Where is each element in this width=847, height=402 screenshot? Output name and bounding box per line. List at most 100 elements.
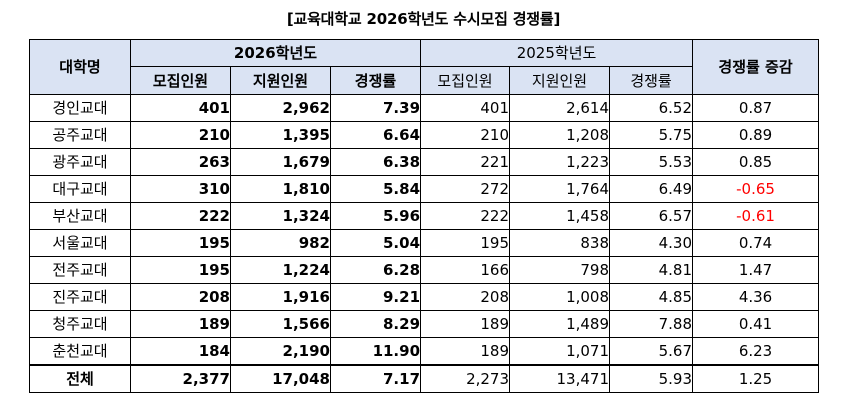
- recruit-2025: 195: [420, 229, 511, 257]
- recruit-2025: 208: [420, 283, 511, 311]
- ratio-2025: 4.81: [609, 256, 694, 284]
- applicants-2025: 2,614: [509, 94, 611, 122]
- rate-change: 0.89: [692, 121, 820, 149]
- header-2026-applicants: 지원인원: [230, 66, 331, 95]
- applicants-2025: 1,223: [509, 148, 611, 176]
- total-applicants-2026: 17,048: [230, 364, 331, 393]
- header-2025-ratio: 경쟁률: [609, 66, 694, 95]
- applicants-2025: 838: [509, 229, 611, 257]
- ratio-2026: 5.96: [329, 202, 422, 230]
- table-row: 경인교대 401 2,962 7.39 401 2,614 6.52 0.87: [29, 94, 820, 122]
- recruit-2026: 189: [130, 310, 231, 338]
- applicants-2026: 982: [230, 229, 331, 257]
- recruit-2026: 222: [130, 202, 231, 230]
- recruit-2026: 195: [130, 256, 231, 284]
- table-row: 공주교대 210 1,395 6.64 210 1,208 5.75 0.89: [29, 121, 820, 149]
- table-row: 부산교대 222 1,324 5.96 222 1,458 6.57 -0.61: [29, 202, 820, 230]
- header-year-2026: 2026학년도: [129, 39, 422, 67]
- recruit-2026: 208: [130, 283, 231, 311]
- recruit-2025: 189: [420, 337, 511, 366]
- applicants-2026: 2,190: [230, 337, 331, 366]
- university-name: 춘천교대: [29, 337, 131, 366]
- ratio-2026: 7.39: [329, 94, 422, 122]
- recruit-2026: 401: [130, 94, 231, 122]
- ratio-2026: 8.29: [329, 310, 422, 338]
- university-name: 진주교대: [29, 283, 131, 311]
- university-name: 대구교대: [29, 175, 131, 203]
- applicants-2025: 1,458: [509, 202, 611, 230]
- rate-change: 0.85: [692, 148, 820, 176]
- ratio-2025: 5.75: [609, 121, 694, 149]
- ratio-2025: 5.53: [609, 148, 694, 176]
- header-2025-recruit: 모집인원: [420, 66, 511, 95]
- ratio-2025: 5.67: [609, 337, 694, 366]
- ratio-2025: 7.88: [609, 310, 694, 338]
- applicants-2025: 1,208: [509, 121, 611, 149]
- total-rate-change: 1.25: [692, 364, 820, 393]
- ratio-2025: 6.49: [609, 175, 694, 203]
- rate-change: 1.47: [692, 256, 820, 284]
- header-2026-recruit: 모집인원: [130, 66, 231, 95]
- applicants-2026: 1,324: [230, 202, 331, 230]
- recruit-2026: 210: [130, 121, 231, 149]
- applicants-2025: 798: [509, 256, 611, 284]
- table-row: 전주교대 195 1,224 6.28 166 798 4.81 1.47: [29, 256, 820, 284]
- ratio-2026: 6.38: [329, 148, 422, 176]
- university-name: 전주교대: [29, 256, 131, 284]
- table-row: 서울교대 195 982 5.04 195 838 4.30 0.74: [29, 229, 820, 257]
- applicants-2026: 1,679: [230, 148, 331, 176]
- table-row: 청주교대 189 1,566 8.29 189 1,489 7.88 0.41: [29, 310, 820, 338]
- recruit-2026: 195: [130, 229, 231, 257]
- recruit-2026: 263: [130, 148, 231, 176]
- applicants-2026: 1,810: [230, 175, 331, 203]
- university-name: 광주교대: [29, 148, 131, 176]
- header-2025-applicants: 지원인원: [509, 66, 611, 95]
- applicants-2025: 1,008: [509, 283, 611, 311]
- ratio-2026: 6.64: [329, 121, 422, 149]
- university-name: 청주교대: [29, 310, 131, 338]
- ratio-2026: 11.90: [329, 337, 422, 366]
- header-2026-ratio: 경쟁률: [329, 66, 422, 95]
- recruit-2025: 210: [420, 121, 511, 149]
- total-ratio-2026: 7.17: [329, 364, 422, 393]
- rate-change: -0.61: [692, 202, 820, 230]
- table-row: 광주교대 263 1,679 6.38 221 1,223 5.53 0.85: [29, 148, 820, 176]
- recruit-2025: 166: [420, 256, 511, 284]
- ratio-2026: 6.28: [329, 256, 422, 284]
- total-label: 전체: [29, 364, 131, 393]
- table-row: 진주교대 208 1,916 9.21 208 1,008 4.85 4.36: [29, 283, 820, 311]
- applicants-2025: 1,071: [509, 337, 611, 366]
- ratio-2026: 5.84: [329, 175, 422, 203]
- ratio-2025: 6.52: [609, 94, 694, 122]
- ratio-2025: 6.57: [609, 202, 694, 230]
- applicants-2026: 2,962: [230, 94, 331, 122]
- table-body: 경인교대 401 2,962 7.39 401 2,614 6.52 0.87 …: [29, 94, 820, 393]
- recruit-2026: 310: [130, 175, 231, 203]
- ratio-2026: 9.21: [329, 283, 422, 311]
- recruit-2025: 221: [420, 148, 511, 176]
- total-recruit-2025: 2,273: [420, 364, 511, 393]
- applicants-2025: 1,764: [509, 175, 611, 203]
- university-name: 공주교대: [29, 121, 131, 149]
- rate-change: -0.65: [692, 175, 820, 203]
- recruit-2026: 184: [130, 337, 231, 366]
- table-row: 대구교대 310 1,810 5.84 272 1,764 6.49 -0.65: [29, 175, 820, 203]
- ratio-2025: 4.30: [609, 229, 694, 257]
- table-title: [교육대학교 2026학년도 수시모집 경쟁률]: [286, 10, 561, 28]
- total-applicants-2025: 13,471: [509, 364, 611, 393]
- rate-change: 4.36: [692, 283, 820, 311]
- total-row: 전체 2,377 17,048 7.17 2,273 13,471 5.93 1…: [29, 364, 820, 393]
- table-row: 춘천교대 184 2,190 11.90 189 1,071 5.67 6.23: [29, 337, 820, 366]
- ratio-2025: 4.85: [609, 283, 694, 311]
- total-ratio-2025: 5.93: [609, 364, 694, 393]
- applicants-2026: 1,916: [230, 283, 331, 311]
- header-university: 대학명: [29, 39, 131, 95]
- header-rate-change: 경쟁률 증감: [692, 39, 820, 95]
- university-name: 부산교대: [29, 202, 131, 230]
- rate-change: 0.87: [692, 94, 820, 122]
- recruit-2025: 222: [420, 202, 511, 230]
- recruit-2025: 189: [420, 310, 511, 338]
- recruit-2025: 401: [420, 94, 511, 122]
- rate-change: 0.74: [692, 229, 820, 257]
- total-recruit-2026: 2,377: [130, 364, 231, 393]
